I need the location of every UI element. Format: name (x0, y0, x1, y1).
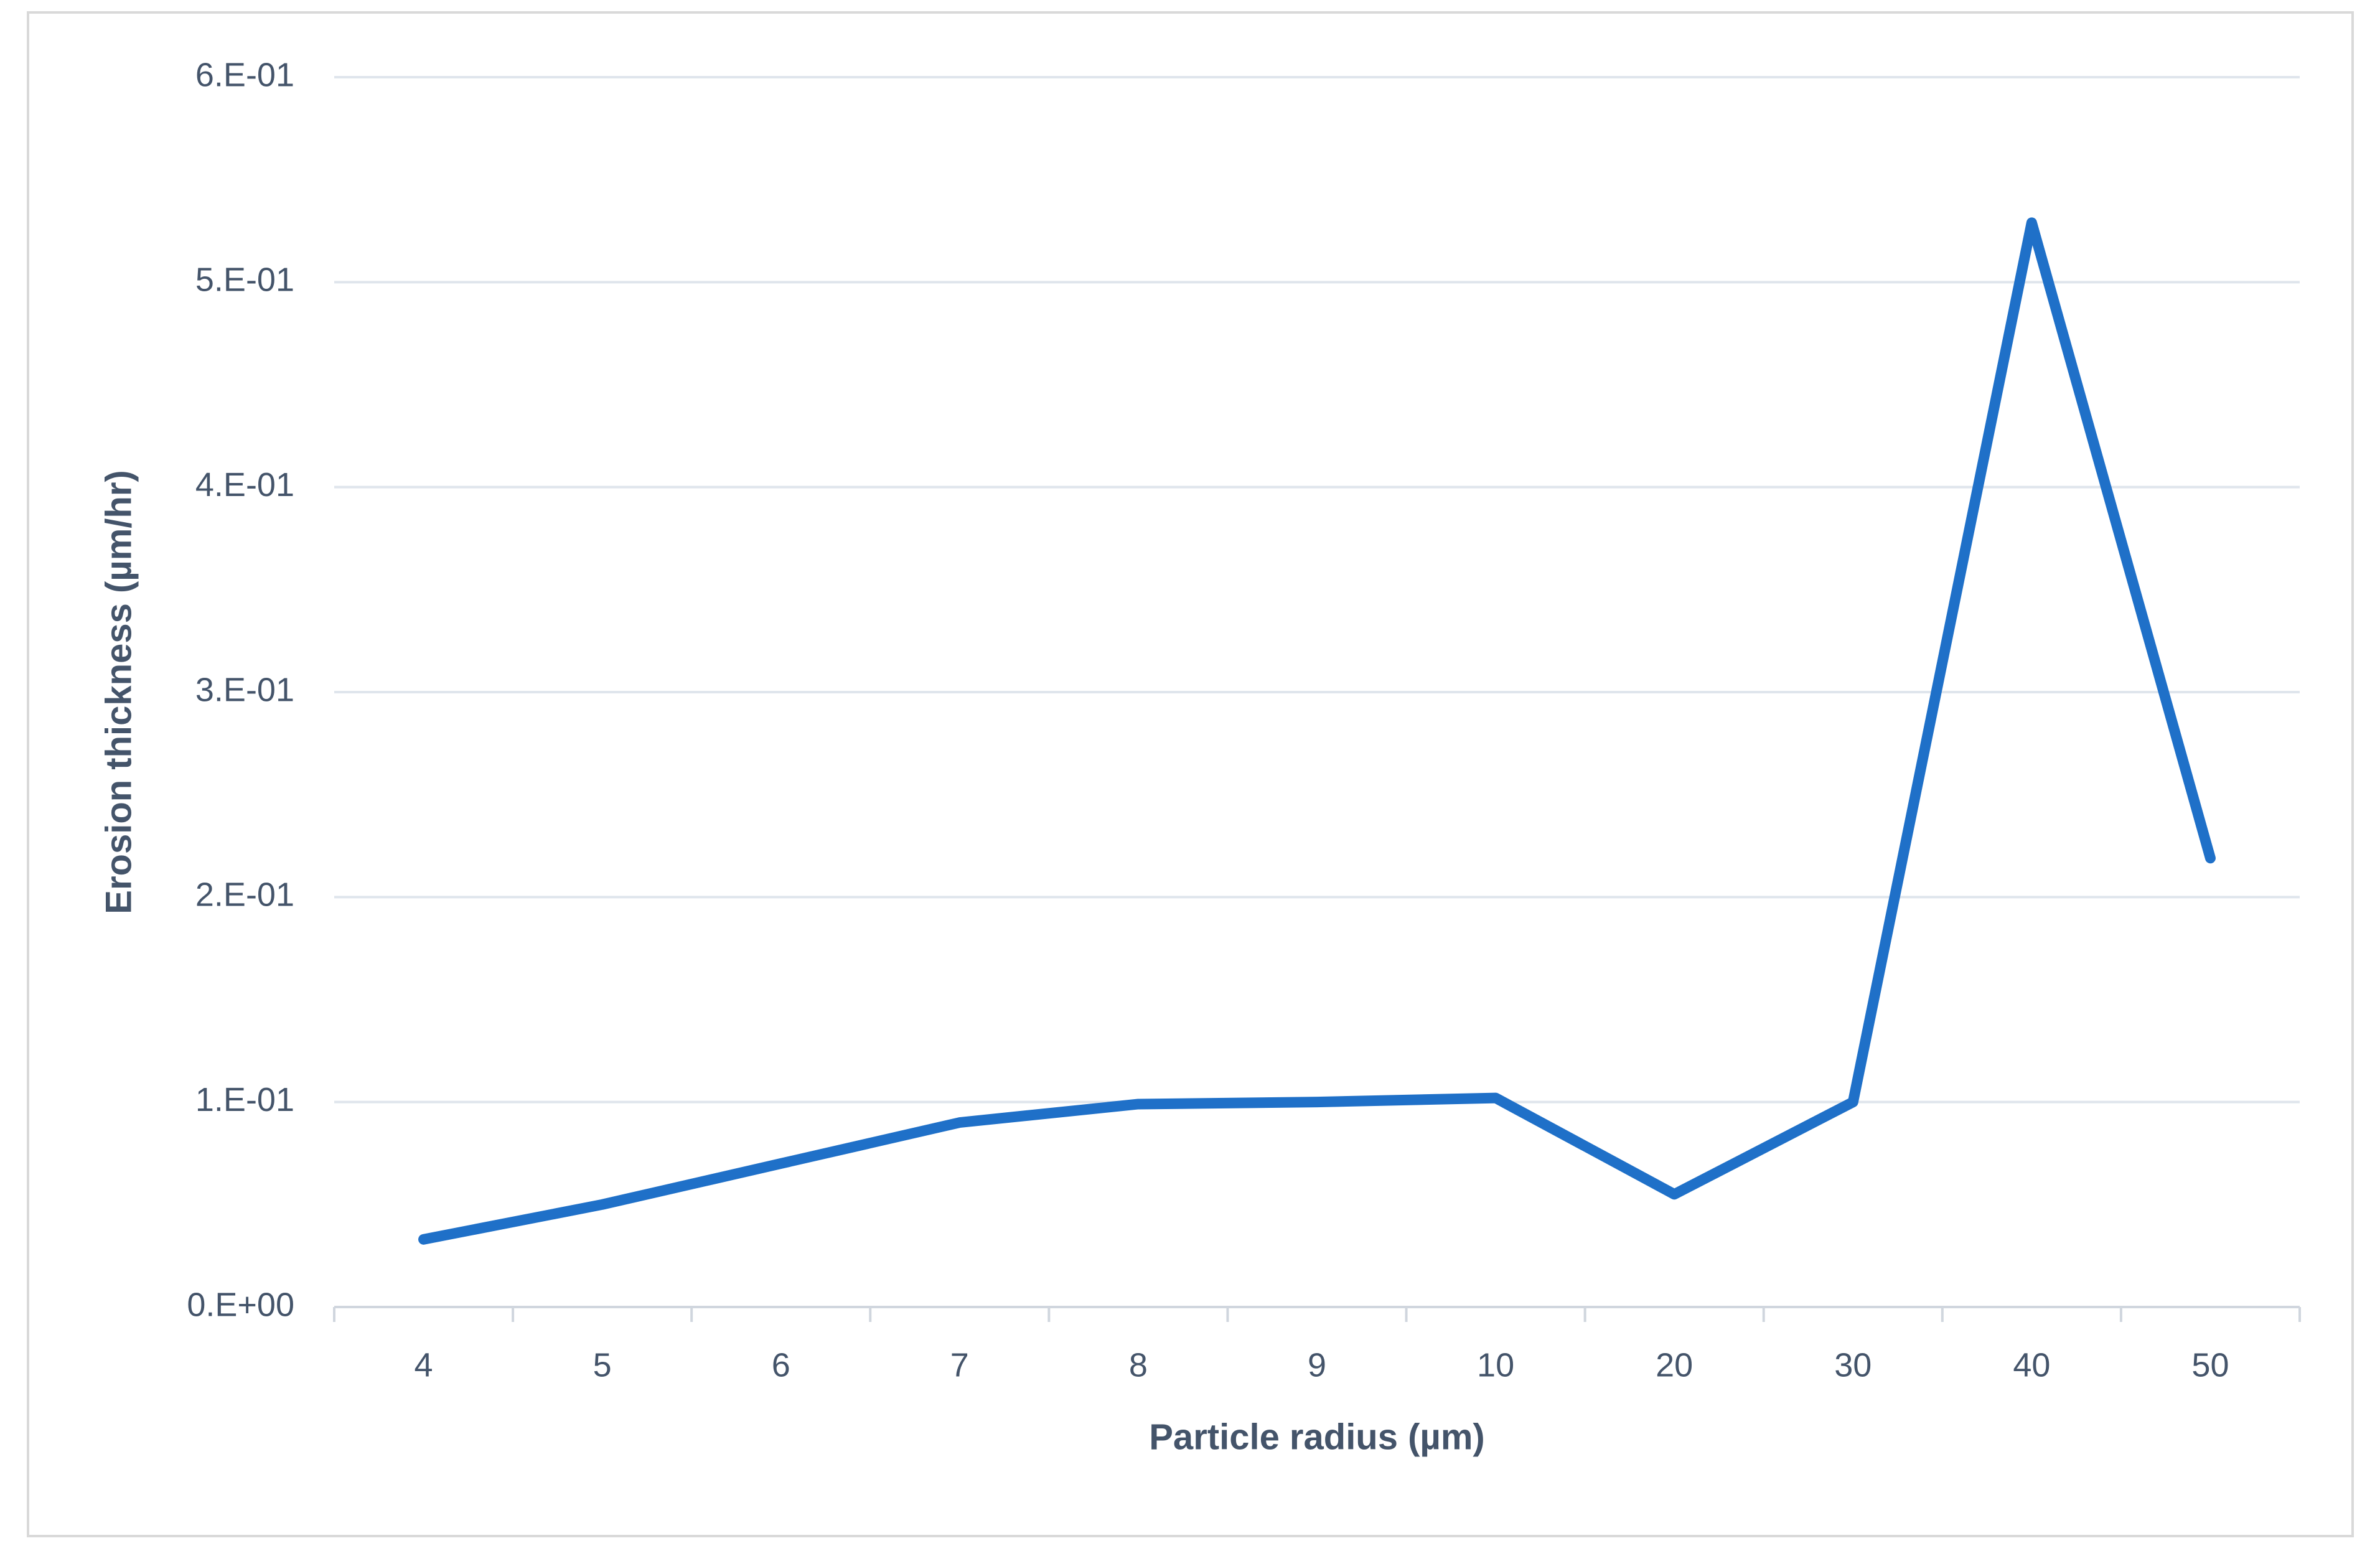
y-tick-label: 6.E-01 (195, 56, 294, 93)
y-tick-label: 5.E-01 (195, 261, 294, 299)
x-tick-label: 20 (1656, 1346, 1693, 1384)
y-tick-label: 0.E+00 (187, 1286, 294, 1323)
x-tick-label: 9 (1308, 1346, 1326, 1384)
x-tick-label: 8 (1129, 1346, 1148, 1384)
y-tick-label: 2.E-01 (195, 876, 294, 914)
chart-border (27, 11, 2354, 1537)
data-line (418, 217, 2216, 1245)
x-tick-label: 6 (772, 1346, 790, 1384)
y-tick-label: 3.E-01 (195, 671, 294, 708)
x-tick-label: 40 (2013, 1346, 2050, 1384)
x-tick-label: 5 (593, 1346, 612, 1384)
x-tick-label: 4 (415, 1346, 433, 1384)
y-tick-label: 1.E-01 (195, 1081, 294, 1118)
x-tick-label: 50 (2191, 1346, 2229, 1384)
x-axis-title: Particle radius (µm) (1149, 1417, 1484, 1457)
x-tick-label: 7 (950, 1346, 969, 1384)
x-tick-label: 10 (1477, 1346, 1514, 1384)
x-tick-label: 30 (1834, 1346, 1872, 1384)
y-tick-label: 4.E-01 (195, 466, 294, 504)
y-axis-title: Erosion thickness (µm/hr) (98, 470, 139, 914)
